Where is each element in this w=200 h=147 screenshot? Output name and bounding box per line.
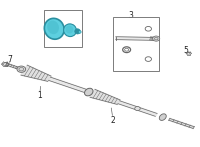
Ellipse shape: [47, 21, 59, 34]
Text: 7: 7: [8, 55, 13, 64]
FancyBboxPatch shape: [44, 10, 82, 47]
Text: 5: 5: [183, 46, 188, 55]
Polygon shape: [21, 65, 51, 81]
Circle shape: [17, 66, 26, 72]
Text: 2: 2: [110, 116, 115, 125]
Polygon shape: [118, 101, 157, 116]
Text: 1: 1: [37, 91, 42, 100]
Polygon shape: [6, 63, 19, 69]
Ellipse shape: [159, 114, 166, 120]
FancyBboxPatch shape: [113, 17, 159, 71]
Ellipse shape: [79, 31, 81, 33]
Text: 3: 3: [128, 11, 133, 20]
Text: 4: 4: [124, 46, 129, 55]
Polygon shape: [90, 89, 120, 104]
Polygon shape: [48, 77, 86, 92]
Text: 6: 6: [65, 11, 70, 20]
Ellipse shape: [44, 18, 64, 39]
Ellipse shape: [64, 24, 76, 37]
Circle shape: [135, 107, 140, 111]
Ellipse shape: [75, 29, 80, 34]
Polygon shape: [116, 37, 154, 40]
Ellipse shape: [65, 26, 73, 34]
Polygon shape: [169, 118, 194, 128]
Circle shape: [153, 36, 160, 41]
Ellipse shape: [85, 88, 93, 96]
